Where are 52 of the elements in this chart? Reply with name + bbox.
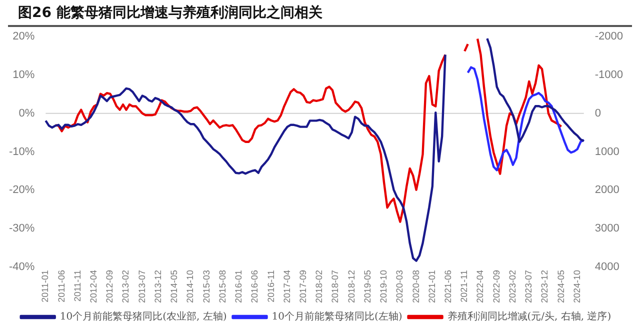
- y2-tick-label: -1000: [594, 69, 624, 82]
- x-tick-label: 2021-11: [459, 270, 470, 302]
- x-tick-label: 2020-03: [394, 270, 405, 303]
- y-tick-label: -30%: [8, 222, 35, 235]
- x-tick-label: 2012-09: [104, 270, 115, 303]
- legend-label: 养殖利润同比增减(元/头, 右轴, 逆序): [447, 310, 612, 323]
- x-tick-label: 2014-05: [169, 270, 180, 303]
- x-tick-label: 2022-09: [491, 270, 502, 303]
- y2-tick-label: 4000: [594, 261, 620, 273]
- y2-tick-label: 1000: [594, 146, 620, 158]
- x-tick-label: 2013-07: [136, 270, 147, 303]
- x-tick-label: 2011-01: [40, 270, 50, 302]
- y-tick-label: 10%: [12, 69, 35, 82]
- x-tick-label: 2021-01: [426, 270, 437, 303]
- x-tick-label: 2015-08: [217, 270, 228, 303]
- legend-label: 10个月前能繁母猪同比(农业部, 左轴): [60, 310, 227, 323]
- x-tick-label: 2020-08: [410, 270, 421, 303]
- x-tick-label: 2019-10: [378, 270, 389, 303]
- x-tick-label: 2018-07: [330, 270, 340, 303]
- x-tick-label: 2011-11: [72, 270, 82, 302]
- x-tick-label: 2017-09: [298, 270, 308, 303]
- y-tick-label: -20%: [8, 184, 35, 196]
- x-tick-label: 2023-12: [540, 270, 550, 303]
- x-tick-label: 2014-10: [185, 270, 196, 303]
- x-tick-label: 2015-03: [201, 270, 212, 303]
- y-tick-label: 20%: [12, 30, 35, 43]
- y-tick-label: -10%: [8, 146, 35, 158]
- y2-tick-label: -2000: [594, 30, 624, 43]
- x-tick-label: 2013-12: [152, 270, 163, 303]
- x-tick-label: 2016-01: [234, 270, 244, 303]
- x-tick-label: 2024-05: [556, 270, 566, 303]
- x-tick-label: 2022-04: [475, 270, 486, 303]
- legend-label: 10个月前能繁母猪同比(左轴): [272, 310, 402, 323]
- x-tick-label: 2016-11: [266, 270, 276, 302]
- x-tick-label: 2013-02: [120, 270, 131, 303]
- x-tick-label: 2018-12: [346, 270, 356, 303]
- x-tick-label: 2019-05: [362, 270, 372, 303]
- x-tick-label: 2012-04: [88, 270, 99, 303]
- x-tick-label: 2021-06: [443, 270, 453, 303]
- chart-title: 图26 能繁母猪同比增速与养殖利润同比之间相关: [8, 0, 632, 27]
- x-tick-label: 2017-04: [282, 270, 292, 303]
- x-tick-label: 2023-07: [524, 270, 534, 303]
- y-tick-label: 0%: [18, 107, 35, 120]
- y2-tick-label: 0: [594, 107, 601, 120]
- x-tick-label: 2016-06: [250, 270, 260, 303]
- y2-tick-label: 2000: [594, 184, 620, 196]
- x-tick-label: 2024-10: [572, 270, 582, 303]
- x-tick-label: 2011-06: [56, 270, 66, 302]
- y-tick-label: -40%: [8, 261, 35, 273]
- x-tick-label: 2018-02: [314, 270, 324, 303]
- y2-tick-label: 3000: [594, 222, 620, 235]
- x-tick-label: 2023-02: [507, 270, 518, 303]
